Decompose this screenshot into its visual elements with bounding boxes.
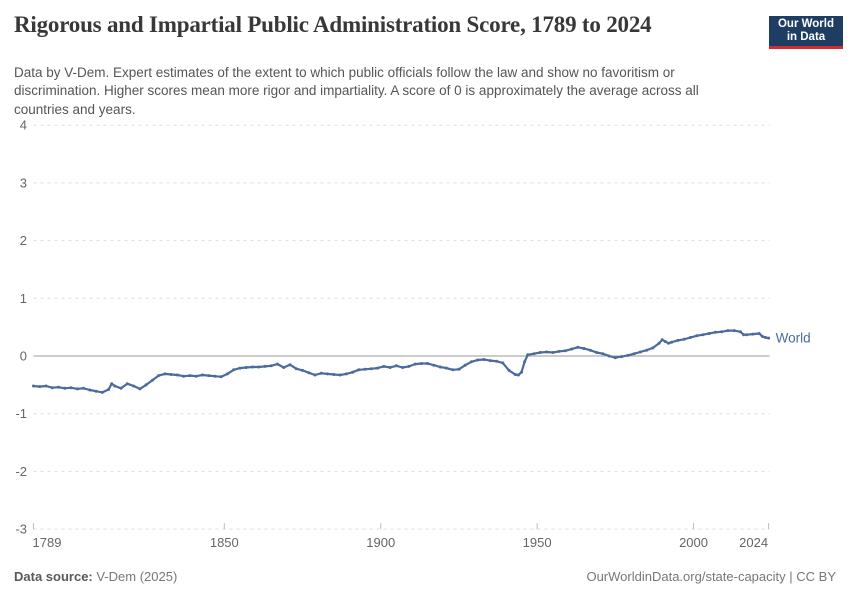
data-source: Data source: V-Dem (2025) [14, 569, 177, 584]
line-chart[interactable]: 4 3 2 1 0 -1 -2 -3 1789 1850 1900 1950 2000 2024 World [0, 110, 850, 570]
y-tick-label: -2 [15, 464, 27, 479]
owid-logo[interactable]: Our World in Data [769, 16, 843, 49]
footer-separator: | [785, 569, 797, 584]
data-source-value: V-Dem (2025) [92, 569, 178, 584]
x-tick-label: 1850 [210, 535, 239, 550]
x-tick-label: 2024 [739, 535, 768, 550]
x-tick-label: 1900 [366, 535, 395, 550]
y-tick-label: -3 [15, 522, 27, 537]
page-title: Rigorous and Impartial Public Administra… [14, 12, 652, 37]
chart-subtitle: Data by V-Dem. Expert estimates of the e… [14, 64, 699, 117]
owid-logo-line2: in Data [786, 31, 826, 43]
chart-footer: Data source: V-Dem (2025) OurWorldinData… [14, 569, 836, 584]
y-tick-label: 1 [20, 291, 27, 306]
series-end-label: World [776, 331, 811, 346]
owid-logo-line1: Our World [777, 18, 834, 30]
world-line[interactable] [32, 329, 770, 394]
license-label: CC BY [796, 569, 836, 584]
x-tick-label: 1789 [33, 535, 62, 550]
footer-links: OurWorldinData.org/state-capacity | CC B… [586, 569, 836, 584]
world-line-points [32, 329, 771, 394]
y-tick-label: 4 [20, 118, 27, 133]
y-tick-label: 2 [20, 233, 27, 248]
x-tick-label: 1950 [523, 535, 552, 550]
y-tick-label: -1 [15, 406, 27, 421]
x-tick-label: 2000 [679, 535, 708, 550]
y-tick-label: 0 [20, 349, 27, 364]
chart-canvas[interactable]: 4 3 2 1 0 -1 -2 -3 1789 1850 1900 1950 2000 2024 World [0, 110, 850, 570]
owid-url-link[interactable]: OurWorldinData.org/state-capacity [586, 569, 786, 584]
y-tick-label: 3 [20, 175, 27, 190]
data-source-label: Data source: [14, 569, 93, 584]
